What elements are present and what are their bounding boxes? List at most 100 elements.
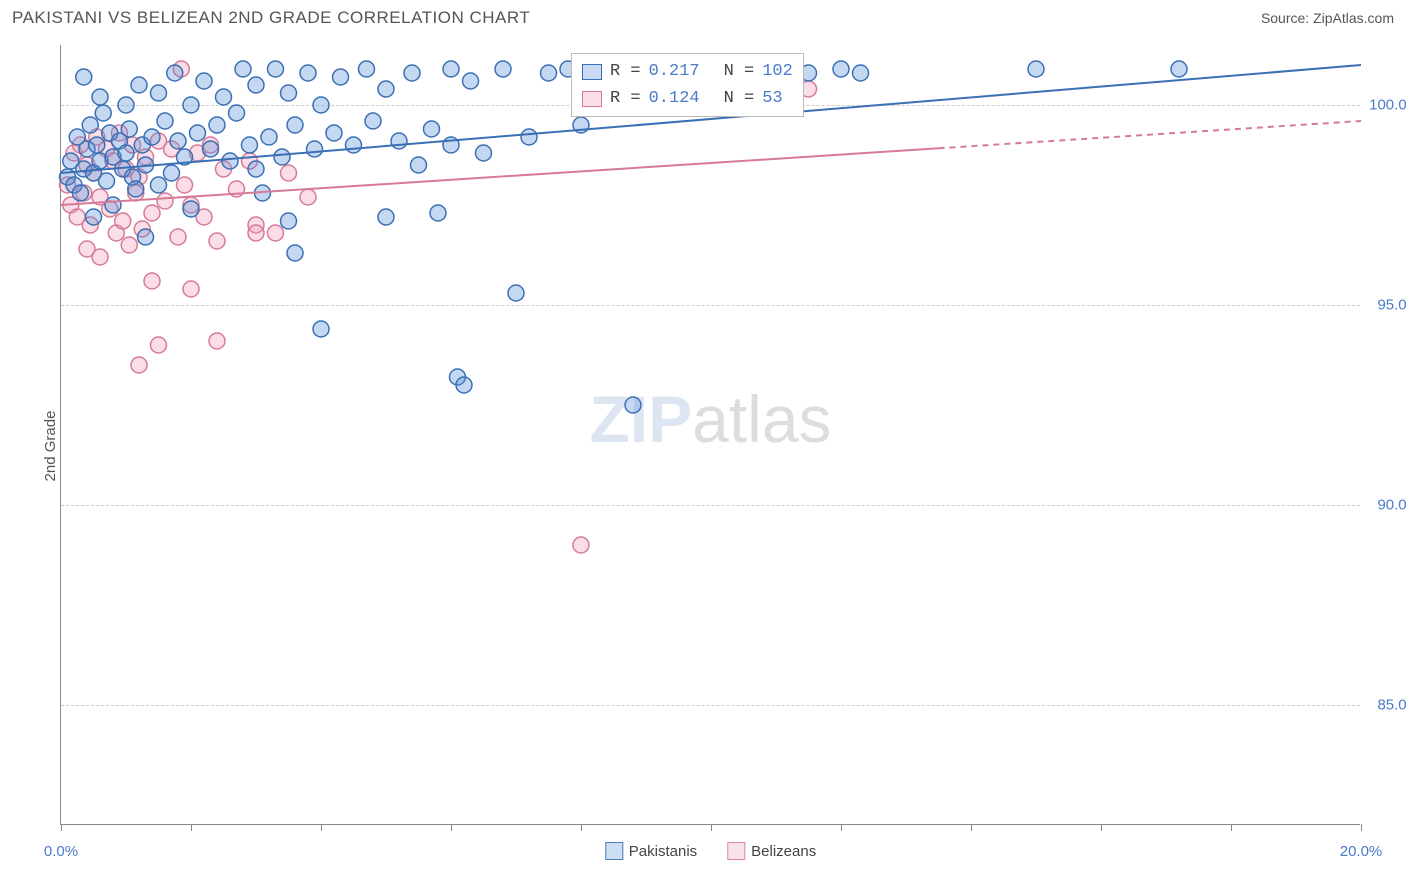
data-point-pakistanis (151, 177, 167, 193)
x-tick-label: 0.0% (44, 843, 78, 860)
y-tick-label: 95.0% (1365, 297, 1406, 314)
data-point-pakistanis (216, 89, 232, 105)
data-point-pakistanis (287, 245, 303, 261)
data-point-pakistanis (235, 61, 251, 77)
data-point-pakistanis (86, 209, 102, 225)
data-point-pakistanis (248, 161, 264, 177)
data-point-pakistanis (456, 377, 472, 393)
data-point-pakistanis (853, 65, 869, 81)
legend-label: Belizeans (751, 843, 816, 860)
data-point-pakistanis (307, 141, 323, 157)
data-point-pakistanis (1028, 61, 1044, 77)
data-point-pakistanis (190, 125, 206, 141)
stats-row-pakistanis: R =0.217N =102 (582, 58, 793, 85)
data-point-belizeans (209, 233, 225, 249)
data-point-pakistanis (281, 85, 297, 101)
data-point-pakistanis (378, 81, 394, 97)
data-point-pakistanis (164, 165, 180, 181)
data-point-belizeans (151, 337, 167, 353)
data-point-pakistanis (209, 117, 225, 133)
data-point-pakistanis (222, 153, 238, 169)
data-point-pakistanis (430, 205, 446, 221)
data-point-belizeans (170, 229, 186, 245)
data-point-pakistanis (73, 185, 89, 201)
data-point-belizeans (300, 189, 316, 205)
data-point-pakistanis (313, 321, 329, 337)
stats-row-belizeans: R =0.124N = 53 (582, 85, 793, 112)
legend-swatch-pakistanis (605, 842, 623, 860)
data-point-pakistanis (138, 229, 154, 245)
stats-r-value: 0.217 (649, 58, 700, 85)
chart-header: PAKISTANI VS BELIZEAN 2ND GRADE CORRELAT… (12, 8, 1394, 28)
data-point-belizeans (183, 281, 199, 297)
data-point-pakistanis (1171, 61, 1187, 77)
data-point-pakistanis (391, 133, 407, 149)
correlation-stats-box: R =0.217N =102R =0.124N = 53 (571, 53, 804, 117)
data-point-belizeans (115, 213, 131, 229)
legend-swatch-belizeans (727, 842, 745, 860)
data-point-pakistanis (521, 129, 537, 145)
series-legend: Pakistanis Belizeans (605, 842, 816, 860)
x-tick-label: 20.0% (1340, 843, 1383, 860)
data-point-pakistanis (144, 129, 160, 145)
x-tick (1231, 824, 1232, 831)
data-point-pakistanis (128, 181, 144, 197)
data-point-pakistanis (333, 69, 349, 85)
data-point-pakistanis (411, 157, 427, 173)
data-point-belizeans (157, 193, 173, 209)
data-point-pakistanis (167, 65, 183, 81)
data-point-pakistanis (443, 61, 459, 77)
stats-n-label: N = (724, 85, 755, 112)
data-point-pakistanis (378, 209, 394, 225)
data-point-belizeans (92, 249, 108, 265)
data-point-pakistanis (287, 117, 303, 133)
data-point-belizeans (248, 225, 264, 241)
data-point-pakistanis (92, 89, 108, 105)
data-point-pakistanis (476, 145, 492, 161)
chart-title: PAKISTANI VS BELIZEAN 2ND GRADE CORRELAT… (12, 8, 530, 28)
plot-area: ZIPatlas R =0.217N =102R =0.124N = 53 Pa… (60, 45, 1360, 825)
data-point-pakistanis (833, 61, 849, 77)
data-point-pakistanis (625, 397, 641, 413)
data-point-belizeans (209, 333, 225, 349)
data-point-pakistanis (242, 137, 258, 153)
x-tick (1101, 824, 1102, 831)
scatter-svg (61, 45, 1360, 824)
data-point-pakistanis (495, 61, 511, 77)
legend-label: Pakistanis (629, 843, 697, 860)
data-point-pakistanis (508, 285, 524, 301)
y-tick-label: 90.0% (1365, 497, 1406, 514)
data-point-pakistanis (82, 117, 98, 133)
data-point-pakistanis (404, 65, 420, 81)
data-point-pakistanis (170, 133, 186, 149)
trend-line-dashed-belizeans (939, 121, 1362, 148)
stats-r-value: 0.124 (649, 85, 700, 112)
data-point-pakistanis (196, 73, 212, 89)
data-point-pakistanis (300, 65, 316, 81)
data-point-pakistanis (121, 121, 137, 137)
x-tick (61, 824, 62, 831)
x-tick (1361, 824, 1362, 831)
data-point-pakistanis (183, 201, 199, 217)
data-point-pakistanis (105, 197, 121, 213)
data-point-belizeans (268, 225, 284, 241)
data-point-pakistanis (365, 113, 381, 129)
data-point-pakistanis (281, 213, 297, 229)
stats-n-value: 102 (762, 58, 793, 85)
x-tick (971, 824, 972, 831)
data-point-belizeans (121, 237, 137, 253)
data-point-pakistanis (157, 113, 173, 129)
stats-r-label: R = (610, 58, 641, 85)
data-point-pakistanis (151, 85, 167, 101)
data-point-belizeans (144, 205, 160, 221)
data-point-pakistanis (118, 97, 134, 113)
stats-n-value: 53 (762, 85, 782, 112)
data-point-pakistanis (118, 145, 134, 161)
stats-swatch-pakistanis (582, 64, 602, 80)
x-tick (711, 824, 712, 831)
stats-swatch-belizeans (582, 91, 602, 107)
data-point-pakistanis (268, 61, 284, 77)
data-point-pakistanis (463, 73, 479, 89)
data-point-pakistanis (346, 137, 362, 153)
y-axis-label: 2nd Grade (42, 411, 59, 482)
